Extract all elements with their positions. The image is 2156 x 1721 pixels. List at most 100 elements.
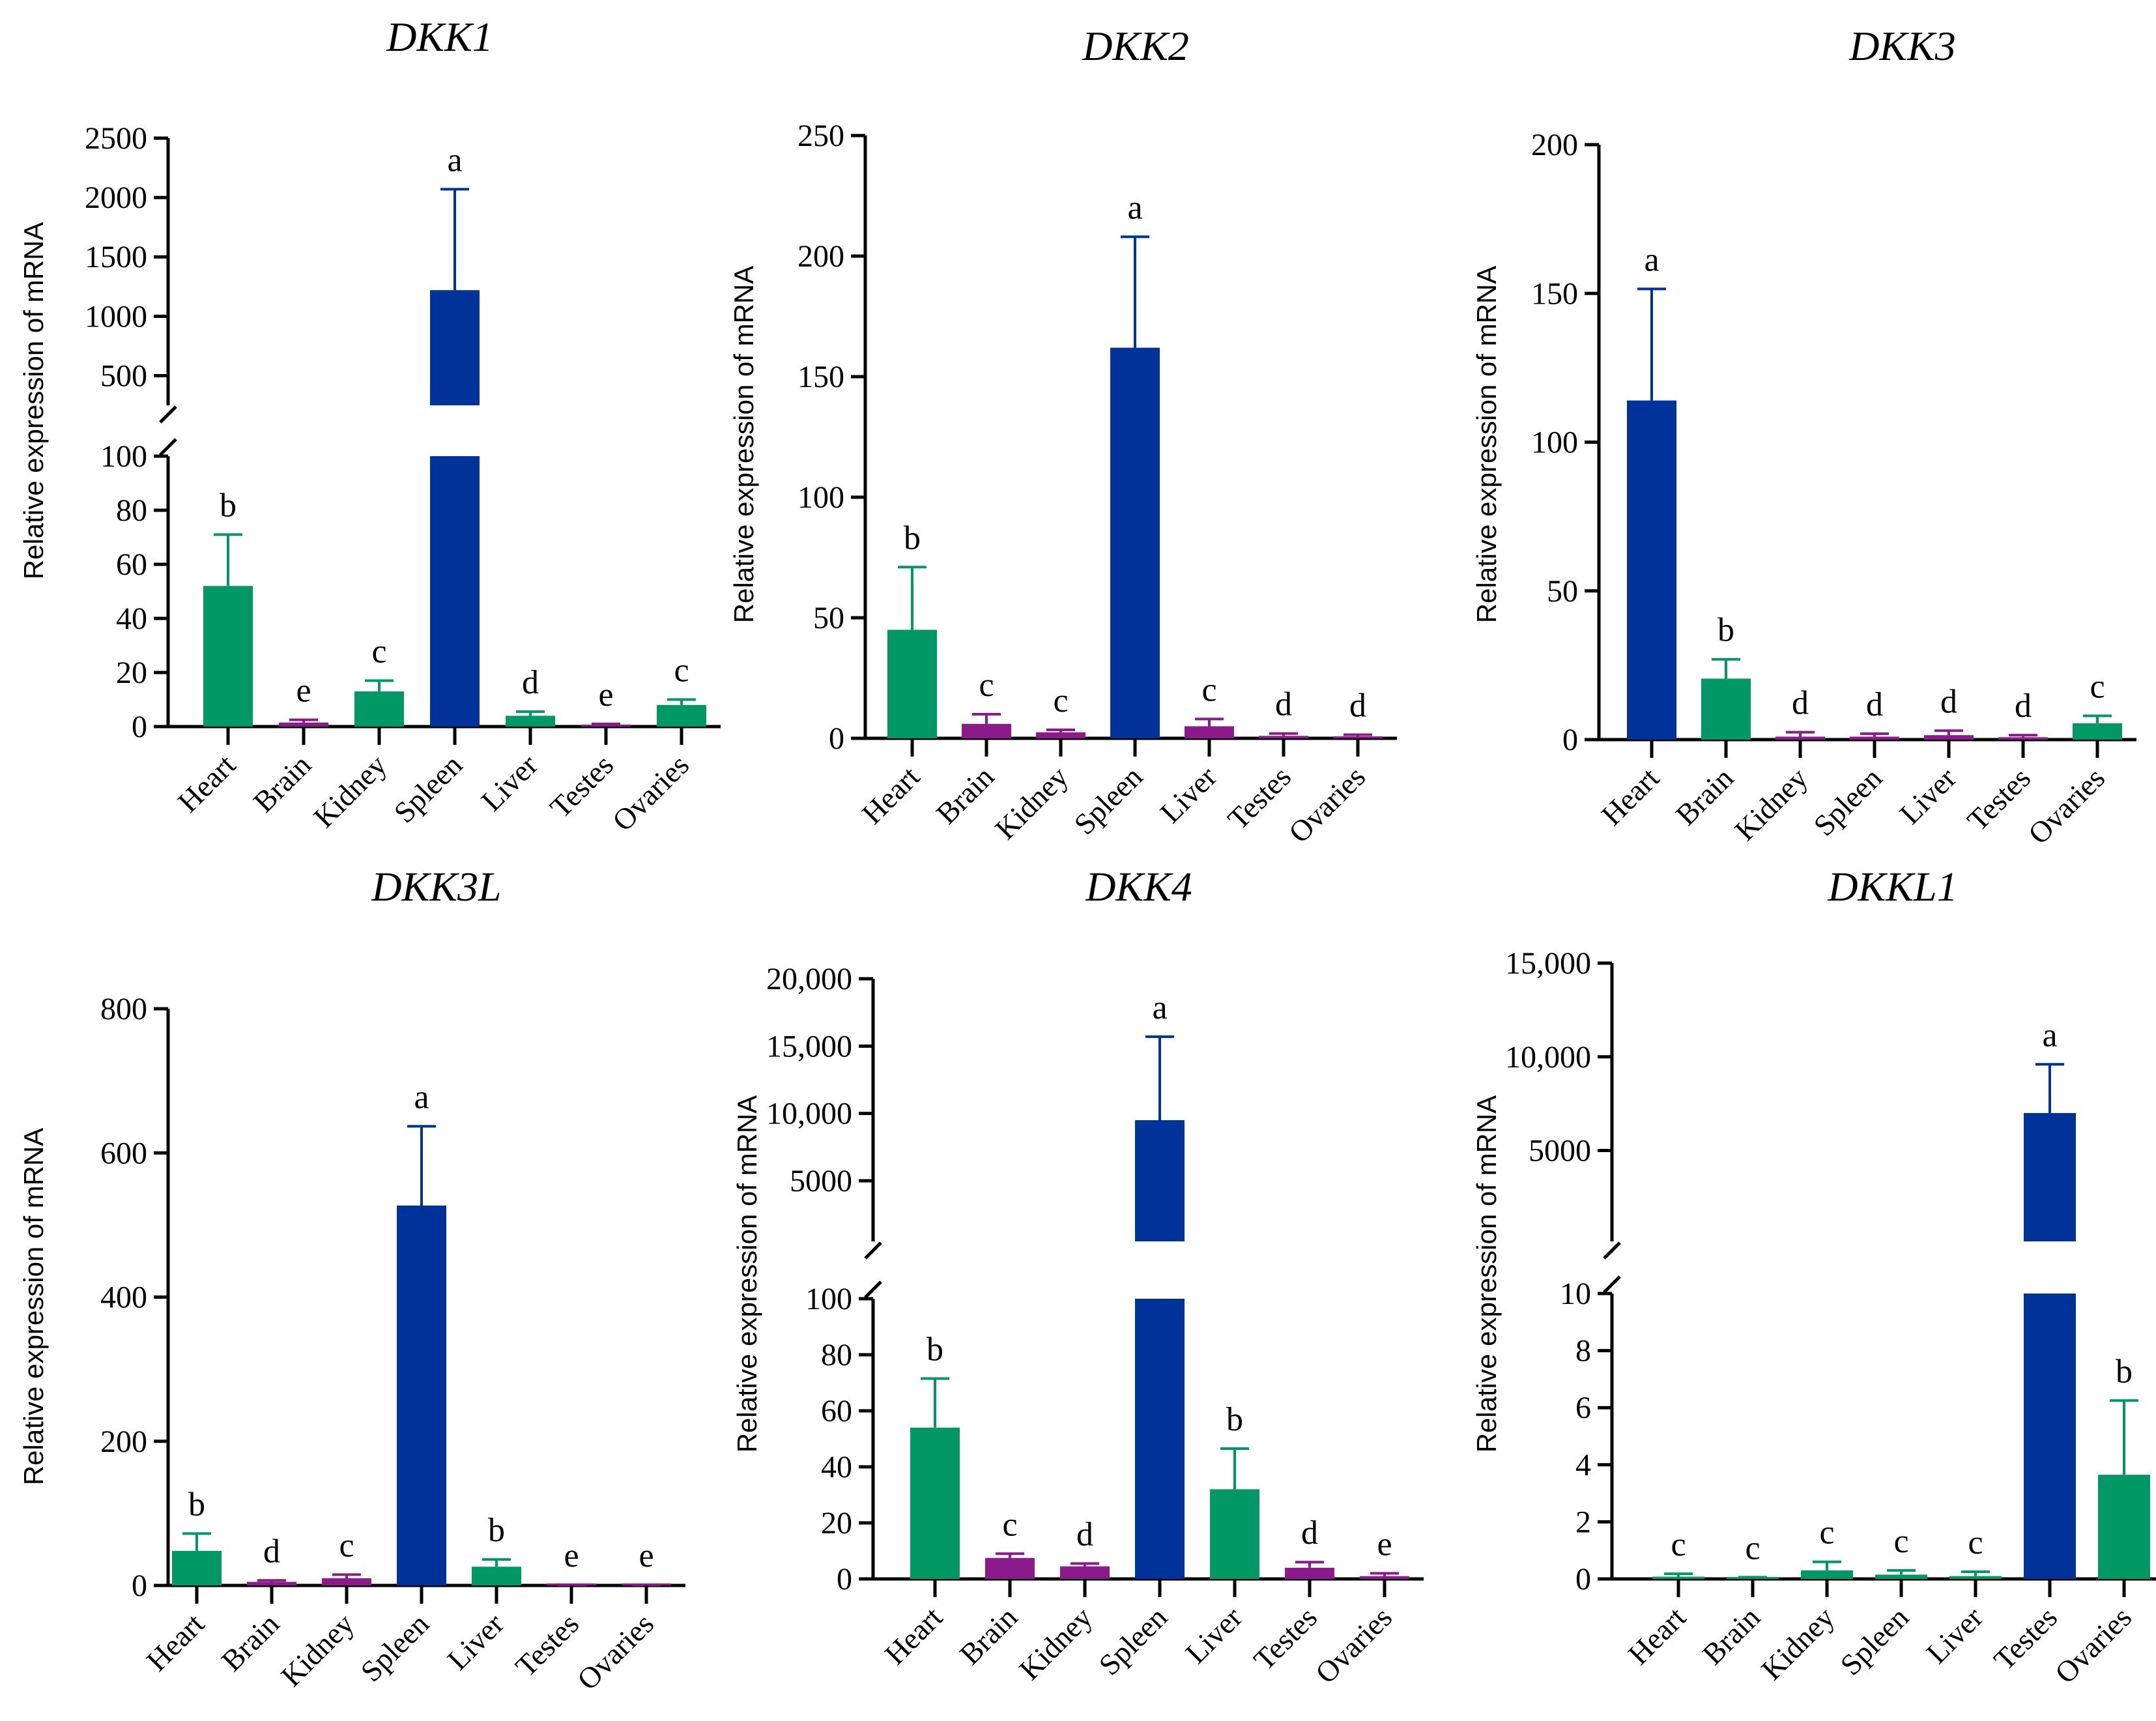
significance-label-liver: c — [1201, 671, 1216, 708]
x-tick-label-kidney: Kidney — [307, 748, 393, 834]
y-tick-label: 50 — [1547, 574, 1578, 609]
y-tick-label: 150 — [1531, 276, 1578, 311]
x-tick-label-kidney: Kidney — [1728, 761, 1814, 847]
significance-label-brain: e — [296, 672, 311, 710]
x-tick-label-ovaries: Ovaries — [606, 748, 695, 837]
x-tick-label-spleen: Spleen — [387, 748, 468, 830]
significance-label-ovaries: b — [2116, 1353, 2133, 1390]
y-tick-label: 60 — [116, 547, 147, 582]
axis-break-mark — [159, 438, 177, 456]
bar-brain — [962, 723, 1011, 738]
bar-spleen — [1135, 1120, 1185, 1241]
bar-kidney — [322, 1578, 371, 1585]
bar-ovaries — [1360, 1576, 1409, 1579]
y-tick-label: 80 — [821, 1338, 852, 1372]
significance-label-testes: d — [1275, 686, 1292, 723]
significance-label-liver: b — [1226, 1401, 1243, 1438]
significance-label-heart: c — [1671, 1526, 1686, 1563]
chart-title: DKK1 — [386, 14, 493, 60]
significance-label-liver: d — [1940, 683, 1957, 720]
x-tick-label-ovaries: Ovaries — [2022, 761, 2111, 850]
x-tick-label-brain: Brain — [215, 1607, 285, 1677]
y-tick-label: 20 — [116, 656, 147, 690]
bar-spleen — [1110, 347, 1160, 738]
significance-label-ovaries: c — [674, 652, 689, 689]
x-tick-label-spleen: Spleen — [1067, 760, 1149, 841]
significance-label-spleen: a — [1152, 989, 1167, 1026]
y-axis-label: Relative expression of mRNA — [18, 222, 49, 580]
significance-label-testes: e — [564, 1537, 579, 1574]
significance-label-testes: a — [2042, 1017, 2057, 1054]
y-axis-label: Relative expression of mRNA — [1471, 1095, 1502, 1453]
y-tick-label: 1000 — [85, 299, 147, 334]
bar-spleen-lower — [430, 456, 480, 727]
axis-break-mark — [1603, 1275, 1621, 1294]
x-tick-label-ovaries: Ovaries — [2048, 1600, 2138, 1690]
y-tick-label: 40 — [821, 1450, 852, 1484]
bar-liver — [1949, 1576, 2002, 1579]
significance-label-kidney: c — [1053, 682, 1068, 719]
bar-liver — [1185, 726, 1234, 738]
bar-brain — [247, 1582, 296, 1585]
axis-break-mark — [864, 1280, 882, 1299]
y-tick-label: 5000 — [790, 1164, 852, 1198]
bar-testes — [1285, 1567, 1334, 1579]
x-tick-label-ovaries: Ovaries — [1309, 1600, 1398, 1690]
chart-title: DKK3L — [371, 863, 501, 910]
x-tick-label-ovaries: Ovaries — [1282, 760, 1372, 849]
x-tick-label-spleen: Spleen — [354, 1607, 435, 1688]
chart-panel-dkk2: DKK2 Relative expression of mRNA 0 50 100 150… — [728, 23, 1397, 849]
significance-label-brain: b — [1718, 612, 1734, 649]
x-tick-label-brain: Brain — [247, 748, 317, 818]
significance-label-heart: b — [927, 1331, 943, 1368]
bar-spleen — [1850, 736, 1899, 740]
y-tick-label: 10,000 — [1505, 1040, 1591, 1075]
y-tick-label: 250 — [798, 119, 844, 153]
y-tick-label: 500 — [100, 358, 147, 393]
significance-label-testes: d — [2015, 687, 2032, 725]
x-tick-label-spleen: Spleen — [1092, 1600, 1173, 1682]
bar-testes — [1259, 736, 1308, 738]
bar-liver — [472, 1567, 521, 1585]
significance-label-kidney: c — [371, 633, 386, 670]
y-tick-label: 400 — [100, 1280, 147, 1315]
bar-heart — [1652, 1576, 1704, 1579]
bar-ovaries — [1333, 736, 1383, 738]
chart-title: DKK2 — [1082, 23, 1189, 69]
x-tick-label-brain: Brain — [953, 1600, 1024, 1671]
bar-heart — [887, 629, 937, 738]
y-axis-label: Relative expression of mRNA — [1471, 266, 1502, 624]
y-tick-label: 1500 — [85, 240, 147, 274]
y-tick-label: 2000 — [85, 181, 147, 215]
significance-label-spleen: a — [414, 1078, 429, 1116]
x-tick-label-heart: Heart — [878, 1600, 949, 1671]
y-tick-label: 0 — [829, 721, 844, 756]
axis-break-mark — [1603, 1241, 1621, 1260]
y-tick-label: 8 — [1575, 1334, 1591, 1368]
x-tick-label-kidney: Kidney — [988, 760, 1074, 846]
x-tick-label-ovaries: Ovaries — [571, 1607, 660, 1696]
x-tick-label-liver: Liver — [441, 1607, 511, 1677]
x-tick-label-liver: Liver — [1154, 760, 1224, 830]
chart-panel-dkk4: DKK4 Relative expression of mRNA 0 20 40 60 80… — [732, 863, 1424, 1690]
significance-label-spleen: d — [1866, 686, 1883, 723]
y-tick-label: 80 — [116, 493, 147, 528]
significance-label-heart: b — [904, 519, 921, 557]
chart-title: DKK4 — [1085, 863, 1192, 910]
significance-label-testes: e — [598, 676, 613, 714]
chart-title: DKKL1 — [1827, 863, 1957, 910]
y-tick-label: 2 — [1575, 1505, 1591, 1539]
bar-ovaries — [657, 704, 706, 727]
bar-kidney — [1801, 1570, 1853, 1579]
significance-label-brain: c — [979, 667, 994, 704]
x-tick-label-heart: Heart — [855, 760, 926, 830]
x-tick-label-liver: Liver — [1179, 1600, 1249, 1670]
x-tick-label-heart: Heart — [1595, 761, 1665, 832]
significance-label-brain: c — [1745, 1529, 1760, 1567]
bar-liver — [1210, 1489, 1259, 1579]
y-tick-label: 100 — [805, 1282, 852, 1316]
x-tick-label-brain: Brain — [1669, 761, 1740, 832]
bar-ovaries — [2073, 723, 2122, 740]
bar-heart — [203, 586, 253, 727]
